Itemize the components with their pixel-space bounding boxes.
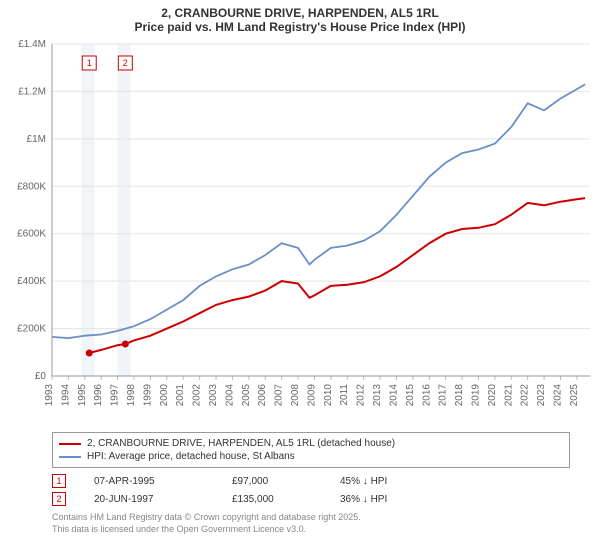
svg-text:2005: 2005 — [241, 384, 252, 407]
copyright-line-1: Contains HM Land Registry data © Crown c… — [52, 512, 570, 524]
legend-swatch-1 — [59, 456, 81, 458]
legend-row-0: 2, CRANBOURNE DRIVE, HARPENDEN, AL5 1RL … — [59, 437, 563, 450]
svg-text:2023: 2023 — [536, 384, 547, 407]
svg-text:2006: 2006 — [257, 384, 268, 407]
title-block: 2, CRANBOURNE DRIVE, HARPENDEN, AL5 1RL … — [0, 0, 600, 36]
chart-area: £0 £200K £400K £600K £800K £1M £1.2M £1.4M 1993 1… — [0, 36, 600, 426]
container: 2, CRANBOURNE DRIVE, HARPENDEN, AL5 1RL … — [0, 0, 600, 560]
sale-marker-1: 2 — [52, 492, 66, 506]
legend-box: 2, CRANBOURNE DRIVE, HARPENDEN, AL5 1RL … — [52, 432, 570, 468]
svg-text:1997: 1997 — [110, 384, 121, 407]
sale-rows: 1 07-APR-1995 £97,000 45% ↓ HPI 2 20-JUN… — [52, 472, 570, 508]
svg-text:2017: 2017 — [438, 384, 449, 407]
svg-text:2001: 2001 — [175, 384, 186, 407]
legend-swatch-0 — [59, 443, 81, 445]
svg-text:2018: 2018 — [454, 384, 465, 407]
svg-text:1999: 1999 — [142, 384, 153, 407]
svg-text:£0: £0 — [35, 371, 47, 382]
sale-price-0: £97,000 — [232, 476, 312, 487]
title-line-1: 2, CRANBOURNE DRIVE, HARPENDEN, AL5 1RL — [0, 6, 600, 20]
sale-date-1: 20-JUN-1997 — [94, 494, 204, 505]
sale-hpi-0: 45% ↓ HPI — [340, 476, 430, 487]
svg-text:2003: 2003 — [208, 384, 219, 407]
svg-text:2010: 2010 — [323, 384, 334, 407]
svg-text:2011: 2011 — [339, 384, 350, 406]
sale-row-1: 2 20-JUN-1997 £135,000 36% ↓ HPI — [52, 490, 570, 508]
svg-text:2025: 2025 — [569, 384, 580, 407]
chart-svg: £0 £200K £400K £600K £800K £1M £1.2M £1.4M 1993 1… — [0, 36, 600, 426]
svg-text:2022: 2022 — [520, 384, 531, 407]
svg-text:2015: 2015 — [405, 384, 416, 407]
svg-text:£1.2M: £1.2M — [18, 86, 46, 97]
legend-row-1: HPI: Average price, detached house, St A… — [59, 450, 563, 463]
sale-date-0: 07-APR-1995 — [94, 476, 204, 487]
svg-text:2009: 2009 — [306, 384, 317, 407]
copyright: Contains HM Land Registry data © Crown c… — [52, 512, 570, 535]
svg-text:1994: 1994 — [60, 384, 71, 407]
sale-price-1: £135,000 — [232, 494, 312, 505]
svg-text:£200K: £200K — [17, 324, 46, 335]
svg-text:1998: 1998 — [126, 384, 137, 407]
footer: 2, CRANBOURNE DRIVE, HARPENDEN, AL5 1RL … — [0, 432, 600, 535]
copyright-line-2: This data is licensed under the Open Gov… — [52, 524, 570, 536]
sale-hpi-1: 36% ↓ HPI — [340, 494, 430, 505]
svg-text:2008: 2008 — [290, 384, 301, 407]
svg-text:2014: 2014 — [388, 384, 399, 407]
svg-text:2016: 2016 — [421, 384, 432, 407]
svg-text:1995: 1995 — [77, 384, 88, 407]
svg-text:2019: 2019 — [470, 384, 481, 407]
title-line-2: Price paid vs. HM Land Registry's House … — [0, 20, 600, 34]
svg-text:2007: 2007 — [274, 384, 285, 407]
svg-text:2: 2 — [123, 58, 128, 68]
svg-text:2013: 2013 — [372, 384, 383, 407]
svg-text:£600K: £600K — [17, 229, 46, 240]
legend-label-1: HPI: Average price, detached house, St A… — [87, 451, 295, 462]
svg-text:2020: 2020 — [487, 384, 498, 407]
svg-text:2004: 2004 — [224, 384, 235, 407]
svg-text:2021: 2021 — [503, 384, 514, 407]
svg-text:2000: 2000 — [159, 384, 170, 407]
svg-text:1996: 1996 — [93, 384, 104, 407]
svg-text:2012: 2012 — [356, 384, 367, 407]
svg-text:2002: 2002 — [192, 384, 203, 407]
sale-row-0: 1 07-APR-1995 £97,000 45% ↓ HPI — [52, 472, 570, 490]
svg-text:2024: 2024 — [552, 384, 563, 407]
svg-text:£1.4M: £1.4M — [18, 39, 46, 50]
svg-text:1: 1 — [87, 58, 92, 68]
svg-text:£1M: £1M — [27, 134, 46, 145]
sale-marker-0: 1 — [52, 474, 66, 488]
svg-text:£800K: £800K — [17, 181, 46, 192]
svg-text:£400K: £400K — [17, 276, 46, 287]
svg-text:1993: 1993 — [44, 384, 55, 407]
legend-label-0: 2, CRANBOURNE DRIVE, HARPENDEN, AL5 1RL … — [87, 438, 395, 449]
